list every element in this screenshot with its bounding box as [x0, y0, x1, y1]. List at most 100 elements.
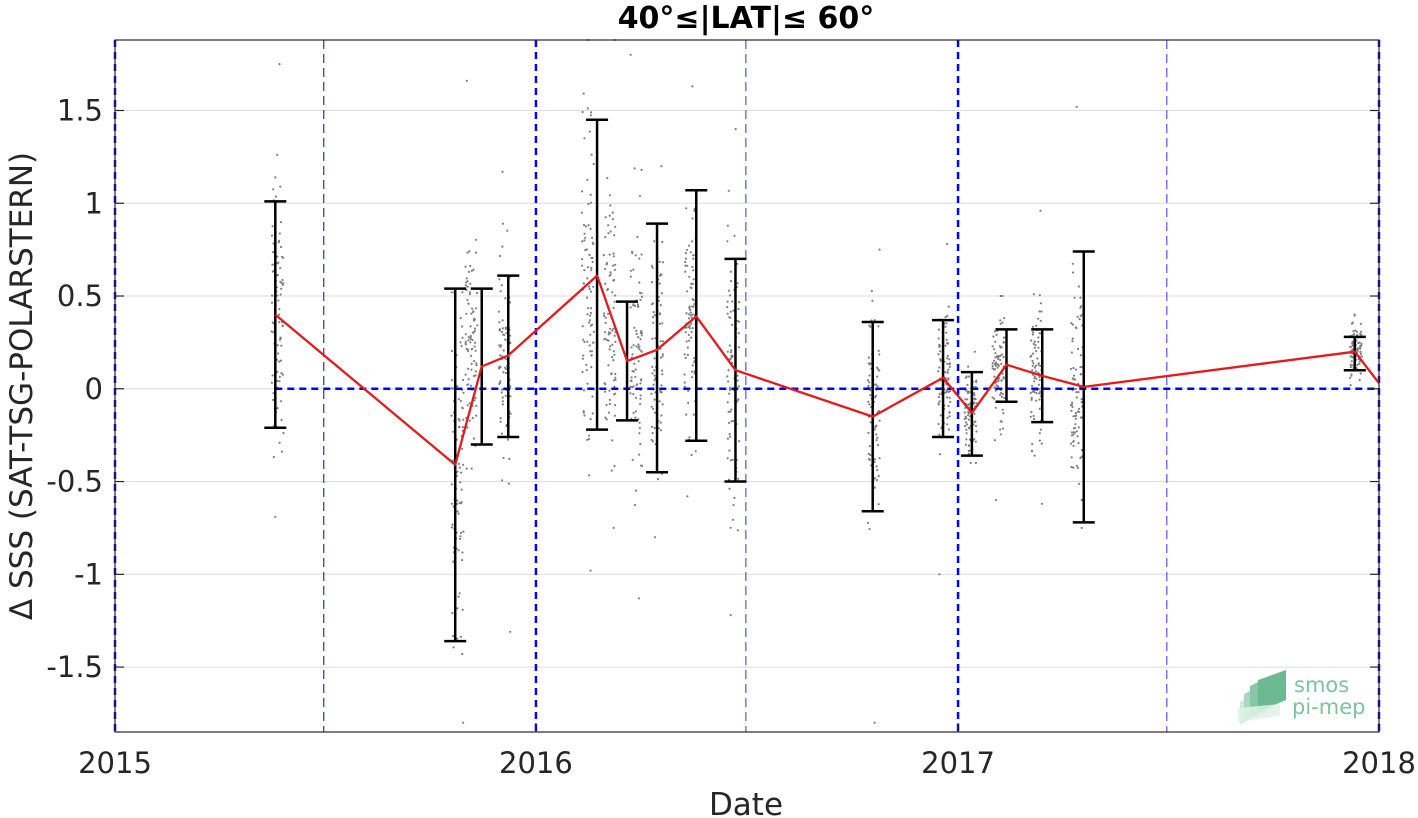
scatter-point	[461, 407, 464, 410]
scatter-point	[506, 438, 510, 441]
scatter-point	[729, 526, 732, 529]
scatter-point	[634, 368, 637, 371]
scatter-point	[732, 518, 735, 521]
scatter-point	[581, 258, 584, 261]
scatter-point	[661, 353, 665, 356]
scatter-point	[687, 317, 691, 320]
scatter-point	[1076, 315, 1079, 318]
scatter-point	[1358, 360, 1361, 363]
smos-pi-mep-logo: smos pi-mep	[1238, 670, 1365, 724]
scatter-point	[591, 395, 594, 398]
scatter-point	[276, 262, 279, 265]
scatter-point	[459, 481, 462, 484]
scatter-point	[1039, 209, 1042, 212]
scatter-point	[973, 412, 976, 415]
scatter-point	[687, 325, 690, 329]
scatter-point	[650, 438, 653, 442]
scatter-point	[1071, 271, 1075, 274]
scatter-point	[1032, 293, 1035, 296]
scatter-point	[504, 372, 507, 375]
scatter-point	[876, 443, 880, 447]
scatter-point	[476, 324, 479, 327]
scatter-point	[1350, 360, 1353, 363]
scatter-point	[613, 414, 617, 417]
scatter-point	[688, 324, 691, 327]
scatter-point	[947, 390, 950, 393]
scatter-point	[611, 329, 614, 332]
scatter-point	[973, 350, 976, 353]
scatter-point	[873, 477, 876, 480]
scatter-point	[278, 321, 281, 324]
scatter-point	[472, 268, 475, 271]
scatter-point	[1074, 417, 1077, 420]
scatter-point	[589, 333, 592, 336]
scatter-point	[607, 312, 610, 315]
scatter-point	[876, 375, 879, 378]
scatter-point	[685, 340, 688, 343]
scatter-point	[475, 251, 478, 254]
scatter-point	[282, 256, 285, 259]
scatter-point	[470, 312, 473, 315]
scatter-point	[460, 488, 463, 491]
scatter-point	[632, 385, 635, 388]
scatter-point	[730, 420, 733, 423]
scatter-point	[640, 464, 643, 467]
scatter-point	[945, 331, 948, 334]
scatter-point	[684, 264, 687, 267]
scatter-point	[1038, 392, 1041, 395]
scatter-point	[450, 502, 453, 505]
scatter-point	[1072, 444, 1075, 447]
scatter-point	[999, 428, 1002, 431]
scatter-point	[948, 365, 951, 368]
scatter-point	[630, 346, 633, 349]
scatter-point	[728, 421, 731, 424]
scatter-point	[501, 388, 504, 391]
scatter-point	[1079, 366, 1082, 369]
scatter-point	[606, 287, 610, 291]
scatter-point	[874, 383, 878, 386]
scatter-point	[968, 402, 971, 405]
scatter-point	[948, 363, 951, 366]
scatter-point	[461, 551, 464, 554]
scatter-point	[451, 612, 454, 615]
scatter-point	[693, 361, 696, 364]
scatter-point	[450, 291, 453, 294]
scatter-point	[613, 393, 616, 396]
scatter-point	[588, 285, 591, 288]
scatter-point	[452, 646, 455, 649]
scatter-point	[467, 302, 470, 305]
scatter-point	[869, 453, 872, 457]
scatter-point	[470, 354, 473, 357]
scatter-point	[1077, 391, 1080, 394]
scatter-point	[651, 365, 654, 368]
scatter-point	[634, 375, 637, 378]
scatter-point	[504, 366, 507, 369]
scatter-point	[639, 379, 643, 382]
scatter-point	[731, 323, 734, 326]
scatter-point	[653, 374, 656, 377]
scatter-point	[993, 330, 996, 333]
scatter-point	[948, 396, 951, 399]
scatter-point	[638, 427, 642, 430]
scatter-point	[589, 569, 592, 572]
scatter-point	[1040, 502, 1044, 505]
scatter-point	[270, 301, 274, 304]
scatter-point	[1075, 105, 1078, 108]
scatter-point	[607, 331, 611, 334]
scatter-point	[604, 267, 607, 270]
scatter-point	[1031, 364, 1034, 367]
scatter-point	[938, 433, 941, 436]
scatter-point	[947, 378, 950, 381]
scatter-point	[1074, 412, 1077, 415]
scatter-point	[606, 177, 609, 180]
scatter-point	[589, 418, 592, 421]
scatter-point	[728, 392, 731, 395]
scatter-point	[692, 257, 695, 260]
scatter-point	[1035, 350, 1038, 353]
mean-line	[274, 274, 1380, 466]
scatter-point	[658, 260, 661, 263]
scatter-point	[657, 299, 661, 302]
scatter-point	[457, 549, 460, 552]
scatter-point	[1076, 410, 1079, 413]
scatter-point	[466, 426, 469, 429]
